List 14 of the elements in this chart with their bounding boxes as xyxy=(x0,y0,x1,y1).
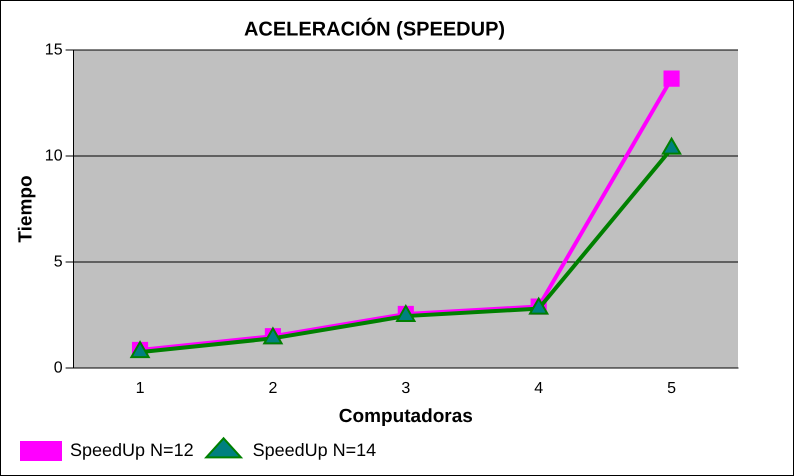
legend-label: SpeedUp N=14 xyxy=(252,440,376,460)
chart-title: ACELERACIÓN (SPEEDUP) xyxy=(244,18,506,41)
x-tick-label: 5 xyxy=(667,380,676,398)
y-tick-label: 10 xyxy=(44,147,63,164)
y-tick-label: 15 xyxy=(44,41,63,58)
y-axis-title: Tiempo xyxy=(16,175,37,243)
x-tick-label: 3 xyxy=(401,380,410,398)
legend-label: SpeedUp N=12 xyxy=(70,440,194,460)
x-axis-title: Computadoras xyxy=(338,406,473,427)
x-tick-label: 1 xyxy=(136,380,145,398)
x-tick-label: 4 xyxy=(534,380,544,398)
y-tick-label: 0 xyxy=(54,359,63,376)
y-tick-label: 5 xyxy=(54,253,63,270)
x-tick-label: 2 xyxy=(268,380,278,398)
